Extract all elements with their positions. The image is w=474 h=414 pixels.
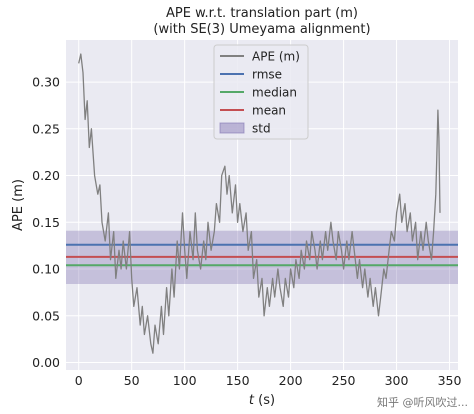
x-tick-label: 50 — [124, 373, 140, 388]
x-tick-label: 300 — [385, 373, 409, 388]
y-tick-label: 0.30 — [32, 75, 60, 90]
y-tick-labels: 0.00 0.05 0.10 0.15 0.20 0.25 0.30 — [32, 75, 60, 370]
legend-items: APE (m) rmse median mean std — [219, 50, 300, 136]
y-tick-label: 0.00 — [32, 355, 60, 370]
chart-subtitle: (with SE(3) Umeyama alignment) — [153, 22, 370, 37]
legend-label: std — [252, 122, 271, 136]
x-tick-label: 200 — [279, 373, 303, 388]
x-tick-label: 100 — [173, 373, 197, 388]
ape-series-line — [78, 53, 441, 354]
x-tick-label: 250 — [332, 373, 356, 388]
legend-swatch-std — [219, 122, 245, 134]
legend-label: mean — [252, 104, 286, 118]
legend-label: median — [252, 86, 297, 100]
legend: APE (m) rmse median mean std — [213, 44, 309, 140]
y-tick-label: 0.20 — [32, 168, 60, 183]
y-tick-label: 0.10 — [32, 262, 60, 277]
x-tick-label: 0 — [75, 373, 83, 388]
y-tick-label: 0.25 — [32, 121, 60, 136]
y-tick-label: 0.15 — [32, 215, 60, 230]
legend-label: rmse — [252, 68, 282, 82]
legend-label: APE (m) — [252, 50, 300, 64]
x-tick-label: 350 — [438, 373, 462, 388]
legend-box — [213, 44, 309, 140]
x-tick-labels: 0 50 100 150 200 250 300 350 — [75, 373, 462, 388]
y-tick-label: 0.05 — [32, 308, 60, 323]
x-tick-label: 150 — [226, 373, 250, 388]
watermark: 知乎 @听风吹过... — [377, 395, 468, 409]
x-axis-label: t (s) — [249, 393, 275, 408]
y-axis-label: APE (m) — [11, 179, 26, 231]
chart-title: APE w.r.t. translation part (m) — [166, 6, 358, 21]
